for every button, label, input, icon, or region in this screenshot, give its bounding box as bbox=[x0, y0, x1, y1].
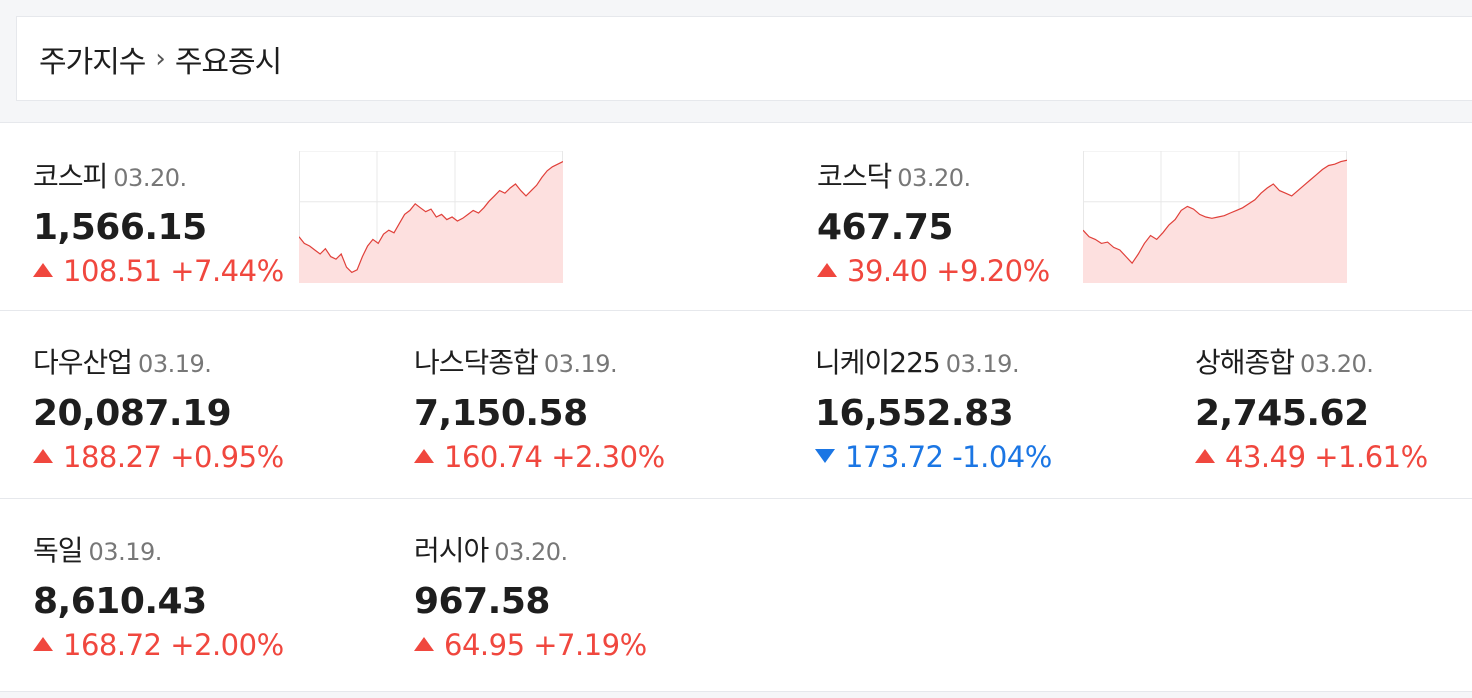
index-change: 39.40 +9.20% bbox=[817, 254, 1050, 288]
change-amount: 168.72 bbox=[63, 628, 162, 662]
domestic-indices-row: 코스피 03.20. 1,566.15 108.51 +7.44% 코스닥 03.20.… bbox=[0, 123, 1472, 311]
change-percent: +1.61% bbox=[1314, 440, 1428, 474]
triangle-up-icon bbox=[414, 637, 434, 651]
index-date: 03.20. bbox=[1300, 350, 1374, 378]
triangle-up-icon bbox=[33, 449, 53, 463]
index-card-kospi[interactable]: 코스피 03.20. 1,566.15 108.51 +7.44% bbox=[33, 155, 284, 288]
major-indices-panel: 코스피 03.20. 1,566.15 108.51 +7.44% 코스닥 03.20.… bbox=[0, 122, 1472, 692]
sparkline-area bbox=[299, 161, 563, 283]
index-card-germany[interactable]: 독일 03.19. 8,610.43 168.72 +2.00% bbox=[33, 529, 284, 662]
triangle-up-icon bbox=[414, 449, 434, 463]
index-header: 니케이225 03.19. bbox=[815, 341, 1052, 381]
global-indices-row-2: 독일 03.19. 8,610.43 168.72 +2.00% 러시아 03.20. 9… bbox=[0, 499, 1472, 693]
index-name: 니케이225 bbox=[815, 346, 941, 379]
change-percent: +7.44% bbox=[170, 254, 284, 288]
index-value: 20,087.19 bbox=[33, 393, 232, 434]
index-card-dow[interactable]: 다우산업 03.19. 20,087.19 188.27 +0.95% bbox=[33, 341, 284, 474]
index-date: 03.19. bbox=[543, 350, 618, 378]
index-change: 160.74 +2.30% bbox=[414, 440, 665, 474]
triangle-up-icon bbox=[1195, 449, 1215, 463]
sparkline-chart bbox=[299, 151, 563, 283]
index-value: 16,552.83 bbox=[815, 393, 1014, 434]
index-card-nikkei[interactable]: 니케이225 03.19. 16,552.83 173.72 -1.04% bbox=[815, 341, 1052, 474]
change-percent: +0.95% bbox=[170, 440, 284, 474]
index-value: 2,745.62 bbox=[1195, 393, 1369, 434]
change-percent: +7.19% bbox=[533, 628, 647, 662]
triangle-up-icon bbox=[33, 263, 53, 277]
change-percent: -1.04% bbox=[952, 440, 1052, 474]
index-date: 03.19. bbox=[945, 350, 1020, 378]
breadcrumb-current: 주요증시 bbox=[174, 44, 282, 80]
index-header: 러시아 03.20. bbox=[414, 529, 647, 569]
chevron-right-icon: › bbox=[155, 43, 165, 74]
change-percent: +2.00% bbox=[170, 628, 284, 662]
index-change: 43.49 +1.61% bbox=[1195, 440, 1428, 474]
triangle-down-icon bbox=[815, 449, 835, 463]
index-header: 코스닥 03.20. bbox=[817, 155, 1050, 195]
sparkline-line bbox=[299, 161, 563, 274]
triangle-up-icon bbox=[817, 263, 837, 277]
index-name: 나스닥종합 bbox=[414, 346, 539, 379]
change-amount: 160.74 bbox=[444, 440, 543, 474]
change-amount: 39.40 bbox=[847, 254, 928, 288]
index-header: 다우산업 03.19. bbox=[33, 341, 284, 381]
sparkline-area bbox=[1083, 160, 1347, 283]
index-date: 03.19. bbox=[138, 350, 212, 378]
index-card-kosdaq[interactable]: 코스닥 03.20. 467.75 39.40 +9.20% bbox=[817, 155, 1050, 288]
index-name: 독일 bbox=[33, 534, 84, 567]
index-value: 967.58 bbox=[414, 581, 550, 622]
index-value: 8,610.43 bbox=[33, 581, 207, 622]
index-name: 러시아 bbox=[414, 534, 489, 567]
kosdaq-sparkline bbox=[1083, 151, 1347, 283]
triangle-up-icon bbox=[33, 637, 53, 651]
breadcrumb-parent[interactable]: 주가지수 bbox=[39, 44, 146, 80]
index-card-shanghai[interactable]: 상해종합 03.20. 2,745.62 43.49 +1.61% bbox=[1195, 341, 1428, 474]
change-amount: 173.72 bbox=[845, 440, 944, 474]
index-date: 03.20. bbox=[494, 538, 568, 566]
index-change: 173.72 -1.04% bbox=[815, 440, 1052, 474]
index-date: 03.19. bbox=[88, 538, 163, 566]
index-date: 03.20. bbox=[897, 164, 971, 192]
index-date: 03.20. bbox=[113, 164, 187, 192]
change-amount: 64.95 bbox=[444, 628, 525, 662]
index-card-nasdaq[interactable]: 나스닥종합 03.19. 7,150.58 160.74 +2.30% bbox=[414, 341, 665, 474]
index-name: 상해종합 bbox=[1195, 346, 1295, 379]
change-percent: +2.30% bbox=[551, 440, 665, 474]
index-change: 168.72 +2.00% bbox=[33, 628, 284, 662]
index-change: 108.51 +7.44% bbox=[33, 254, 284, 288]
sparkline-chart bbox=[1083, 151, 1347, 283]
global-indices-row-1: 다우산업 03.19. 20,087.19 188.27 +0.95% 나스닥종합 03… bbox=[0, 311, 1472, 499]
index-header: 상해종합 03.20. bbox=[1195, 341, 1428, 381]
index-name: 다우산업 bbox=[33, 346, 133, 379]
index-value: 1,566.15 bbox=[33, 207, 207, 248]
index-value: 7,150.58 bbox=[414, 393, 588, 434]
change-amount: 108.51 bbox=[63, 254, 162, 288]
sparkline-line bbox=[1083, 159, 1347, 265]
index-header: 코스피 03.20. bbox=[33, 155, 284, 195]
change-percent: +9.20% bbox=[936, 254, 1050, 288]
index-header: 독일 03.19. bbox=[33, 529, 284, 569]
index-header: 나스닥종합 03.19. bbox=[414, 341, 665, 381]
index-change: 188.27 +0.95% bbox=[33, 440, 284, 474]
index-card-russia[interactable]: 러시아 03.20. 967.58 64.95 +7.19% bbox=[414, 529, 647, 662]
index-change: 64.95 +7.19% bbox=[414, 628, 647, 662]
index-name: 코스닥 bbox=[817, 160, 892, 193]
index-value: 467.75 bbox=[817, 207, 953, 248]
index-name: 코스피 bbox=[33, 160, 108, 193]
kospi-sparkline bbox=[299, 151, 563, 283]
breadcrumb: 주가지수 › 주요증시 bbox=[16, 16, 1472, 101]
change-amount: 188.27 bbox=[63, 440, 162, 474]
change-amount: 43.49 bbox=[1225, 440, 1306, 474]
